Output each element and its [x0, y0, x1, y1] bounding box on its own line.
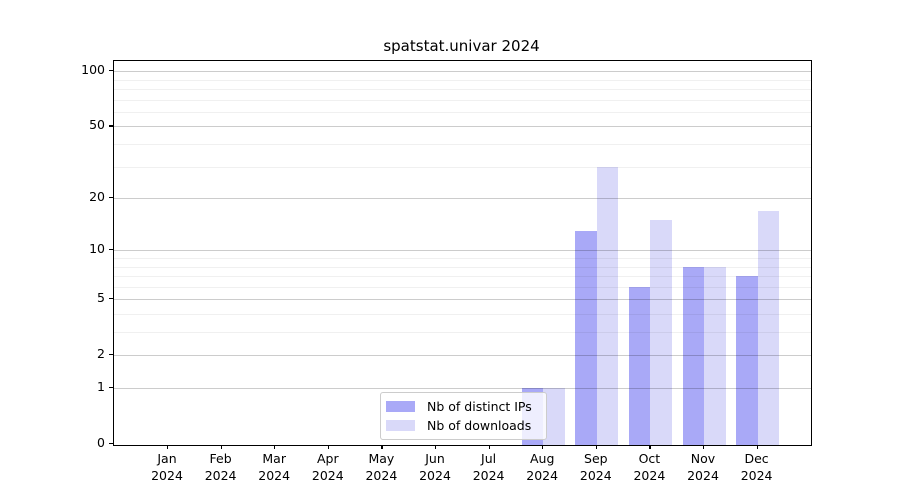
bar-nb-of-distinct-ips-nov-2024 [682, 266, 704, 445]
y-tick-label: 50 [89, 117, 105, 133]
y-tick [109, 443, 113, 445]
x-tick-label: Apr 2024 [311, 451, 344, 483]
gridline-major-1 [114, 388, 811, 389]
grid-layer [114, 61, 811, 445]
x-tick [649, 445, 651, 449]
legend-swatch-downloads [386, 420, 415, 431]
x-tick [756, 445, 758, 449]
gridline-minor-7 [114, 276, 811, 277]
x-tick [435, 445, 437, 449]
gridline-major-5 [114, 299, 811, 301]
y-tick-label: 0 [97, 435, 105, 450]
bar-nb-of-downloads-sep-2024 [596, 166, 619, 445]
x-tick-label: Nov 2024 [687, 451, 719, 483]
x-tick-label: Jul 2024 [472, 451, 505, 483]
x-tick [542, 445, 544, 449]
y-tick [109, 125, 113, 127]
y-tick [109, 249, 113, 251]
gridline-major-50 [114, 126, 811, 128]
x-tick-label: May 2024 [365, 451, 398, 483]
plot-area: Nb of distinct IPs Nb of downloads [113, 60, 812, 446]
chart-title: spatstat.univar 2024 [383, 37, 540, 55]
gridline-major-2 [114, 355, 811, 357]
y-tick [109, 387, 113, 389]
gridline-minor-70 [114, 99, 811, 101]
y-tick [109, 70, 113, 72]
bar-nb-of-distinct-ips-sep-2024 [575, 230, 597, 445]
gridline-minor-40 [114, 144, 811, 145]
x-tick [703, 445, 705, 449]
x-tick-label: Jan 2024 [151, 451, 183, 483]
legend: Nb of distinct IPs Nb of downloads [380, 392, 547, 440]
legend-item-distinct-ips: Nb of distinct IPs [386, 399, 538, 414]
y-tick-label: 10 [89, 241, 105, 257]
y-tick-label: 5 [97, 290, 105, 306]
bar-nb-of-downloads-nov-2024 [704, 266, 726, 445]
bar-nb-of-distinct-ips-dec-2024 [736, 276, 758, 445]
gridline-minor-90 [114, 79, 811, 81]
x-tick-label: Mar 2024 [258, 451, 291, 483]
bar-nb-of-downloads-dec-2024 [757, 210, 780, 445]
gridline-minor-8 [114, 266, 811, 268]
bars-layer [114, 61, 811, 445]
x-tick-label: Oct 2024 [633, 451, 666, 483]
legend-item-downloads: Nb of downloads [386, 418, 538, 433]
gridline-major-10 [114, 250, 811, 252]
x-tick-label: Aug 2024 [526, 451, 559, 483]
y-tick [109, 298, 113, 300]
gridline-minor-4 [114, 314, 811, 315]
y-tick [109, 354, 113, 356]
legend-label-downloads: Nb of downloads [427, 418, 532, 433]
gridline-major-20 [114, 198, 811, 200]
gridline-minor-60 [114, 111, 811, 113]
x-tick [595, 445, 597, 449]
bar-nb-of-downloads-aug-2024 [543, 388, 565, 445]
x-tick-label: Feb 2024 [204, 451, 237, 483]
x-tick-label: Sep 2024 [579, 451, 612, 483]
y-tick-label: 1 [97, 379, 105, 394]
y-tick-label: 2 [97, 346, 105, 362]
y-tick-label: 20 [89, 189, 105, 205]
x-tick [327, 445, 329, 449]
gridline-minor-30 [114, 166, 811, 168]
x-tick [167, 445, 169, 449]
legend-label-distinct-ips: Nb of distinct IPs [427, 399, 532, 414]
x-tick [488, 445, 490, 449]
gridline-minor-6 [114, 286, 811, 288]
x-tick [220, 445, 222, 449]
gridline-minor-9 [114, 258, 811, 259]
x-tick-label: Jun 2024 [419, 451, 451, 483]
gridline-major-100 [114, 71, 811, 73]
x-tick [381, 445, 383, 449]
x-tick [274, 445, 276, 449]
legend-swatch-distinct-ips [386, 401, 415, 412]
gridline-minor-3 [114, 332, 811, 333]
bar-nb-of-downloads-oct-2024 [650, 220, 672, 445]
y-tick-label: 100 [81, 62, 105, 78]
bar-nb-of-distinct-ips-oct-2024 [628, 286, 651, 445]
y-tick [109, 197, 113, 199]
gridline-minor-80 [114, 89, 811, 90]
x-tick-label: Dec 2024 [740, 451, 773, 483]
